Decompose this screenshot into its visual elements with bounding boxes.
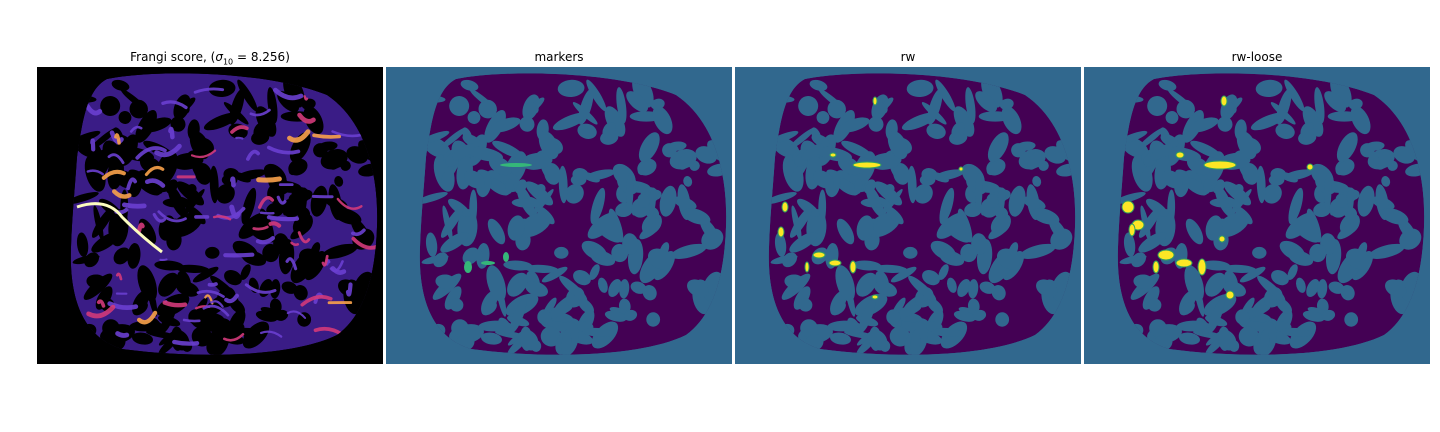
marker-blob [1157, 249, 1175, 261]
panel-title: Frangi score, (σ10 = 8.256) [37, 48, 383, 67]
marker-blob [1175, 151, 1185, 159]
marker-regions [777, 96, 964, 300]
marker-regions [464, 163, 532, 273]
marker-blob [1175, 258, 1193, 268]
marker-blob [500, 163, 532, 167]
marker-blob [1225, 290, 1235, 300]
marker-blob [481, 261, 495, 265]
marker-regions [1121, 95, 1314, 300]
panel-markers: markers [386, 48, 732, 364]
tissue-region [70, 73, 378, 355]
marker-blob [503, 252, 509, 262]
marker-blob [777, 226, 785, 238]
frangi-image [37, 67, 383, 364]
marker-blob [1220, 95, 1228, 107]
rw-loose-image [1084, 67, 1430, 364]
title-prefix: Frangi score, ( [130, 50, 216, 64]
marker-blob [804, 261, 810, 273]
title-subscript: 10 [222, 57, 234, 67]
markers-image [386, 67, 732, 364]
marker-blob [849, 260, 857, 274]
rw-image [735, 67, 1081, 364]
marker-blob [1306, 163, 1314, 171]
panel-frangi: Frangi score, (σ10 = 8.256) [37, 48, 383, 364]
vessel-strands [76, 87, 378, 346]
marker-blob [781, 201, 789, 213]
marker-blob [958, 166, 964, 172]
background-blobs [768, 73, 1076, 355]
tissue-region [1117, 73, 1425, 355]
marker-blob [1121, 200, 1135, 214]
panel-title: rw [900, 50, 916, 64]
marker-blob [871, 294, 879, 300]
tissue-region [768, 73, 1076, 355]
panel-rw-loose: rw-loose [1084, 48, 1430, 364]
title-sigma: σ [215, 50, 223, 64]
marker-blob [1218, 235, 1226, 243]
marker-blob [1128, 223, 1136, 237]
background-blobs [419, 73, 727, 355]
marker-blob [1203, 160, 1237, 170]
panel-title: markers [534, 50, 584, 64]
title-suffix: = 8.256) [233, 50, 290, 64]
marker-blob [852, 161, 882, 169]
tissue-region [419, 73, 727, 355]
marker-blob [1152, 260, 1160, 274]
marker-blob [812, 251, 826, 259]
panel-rw: rw [735, 48, 1081, 364]
marker-blob [828, 259, 842, 267]
panel-title: rw-loose [1231, 50, 1283, 64]
marker-blob [872, 96, 878, 106]
marker-blob [829, 152, 837, 158]
marker-blob [1197, 258, 1207, 276]
marker-blob [464, 261, 472, 273]
